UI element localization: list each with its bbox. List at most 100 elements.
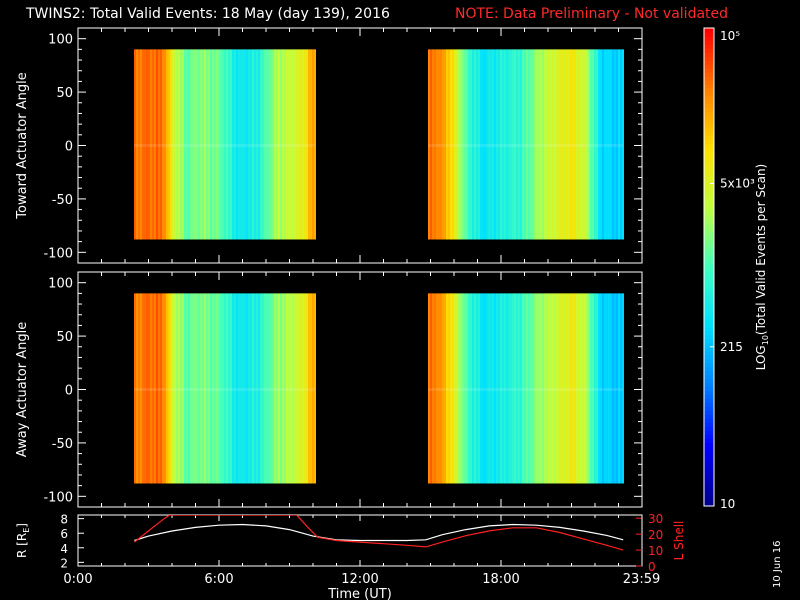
colorbar-cell xyxy=(704,263,714,268)
toward-heatmap-cell xyxy=(564,49,566,240)
colorbar-cell xyxy=(704,247,714,252)
colorbar-cell xyxy=(704,195,714,200)
away-heatmap-cell xyxy=(180,293,182,484)
toward-heatmap-cell xyxy=(506,49,508,240)
colorbar-cell xyxy=(704,251,714,256)
away-ylabel: Away Actuator Angle xyxy=(15,322,30,457)
toward-data-block-1 xyxy=(134,49,316,240)
toward-heatmap-cell xyxy=(164,49,166,240)
colorbar-cell xyxy=(704,43,714,49)
toward-heatmap-cell xyxy=(464,49,466,240)
toward-heatmap-cell xyxy=(248,49,250,240)
away-heatmap-cell xyxy=(574,293,576,484)
toward-heatmap-cell xyxy=(312,49,314,240)
toward-heatmap-cell xyxy=(306,49,308,240)
away-heatmap-cell xyxy=(514,293,516,484)
colorbar-cell xyxy=(704,334,714,340)
colorbar-label: LOG10(Total Valid Events per Scan) xyxy=(754,164,770,371)
toward-heatmap-cell xyxy=(474,49,476,240)
toward-heatmap-cell xyxy=(470,49,472,240)
toward-heatmap-cell xyxy=(180,49,182,240)
away-heatmap-cell xyxy=(522,293,524,484)
toward-heatmap-cell xyxy=(286,49,288,240)
away-heatmap-cell xyxy=(546,293,548,484)
colorbar-cell xyxy=(704,35,714,41)
toward-heatmap-cell xyxy=(140,49,142,240)
away-heatmap-cell xyxy=(454,293,456,484)
away-heatmap-cell xyxy=(250,293,252,484)
toward-heatmap-cell xyxy=(244,49,246,240)
away-heatmap-cell xyxy=(198,293,200,484)
toward-heatmap-cell xyxy=(546,49,548,240)
toward-heatmap-cell xyxy=(202,49,204,240)
away-heatmap-cell xyxy=(164,293,166,484)
away-heatmap-cell xyxy=(158,293,160,484)
colorbar-cell xyxy=(704,99,714,105)
toward-heatmap-cell xyxy=(622,49,624,240)
colorbar-cell xyxy=(704,39,714,45)
toward-heatmap-cell xyxy=(540,49,542,240)
away-heatmap-cell xyxy=(140,293,142,484)
away-heatmap-cell xyxy=(304,293,306,484)
away-heatmap-cell xyxy=(150,293,152,484)
toward-heatmap-cell xyxy=(252,49,254,240)
away-ytick-label: 50 xyxy=(56,330,73,345)
colorbar-cell xyxy=(704,131,714,137)
away-heatmap-cell xyxy=(202,293,204,484)
toward-heatmap-cell xyxy=(612,49,614,240)
toward-heatmap-cell xyxy=(220,49,222,240)
toward-heatmap-cell xyxy=(444,49,446,240)
toward-heatmap-cell xyxy=(614,49,616,240)
toward-heatmap-cell xyxy=(274,49,276,240)
toward-heatmap-cell xyxy=(570,49,572,240)
away-heatmap-cell xyxy=(548,293,550,484)
away-heatmap-cell xyxy=(310,293,312,484)
toward-heatmap-cell xyxy=(174,49,176,240)
colorbar-cell xyxy=(704,370,714,376)
away-heatmap-cell xyxy=(484,293,486,484)
away-heatmap-cell xyxy=(210,293,212,484)
toward-heatmap-cell xyxy=(218,49,220,240)
r-ylabel: R [RE] xyxy=(15,523,31,558)
toward-heatmap-cell xyxy=(552,49,554,240)
colorbar-cell xyxy=(704,139,714,145)
colorbar-cell xyxy=(704,231,714,236)
toward-heatmap-cell xyxy=(616,49,618,240)
away-heatmap-cell xyxy=(246,293,248,484)
toward-heatmap-cell xyxy=(610,49,612,240)
colorbar-cell xyxy=(704,151,714,157)
away-ytick-label: -50 xyxy=(52,437,73,452)
away-heatmap-cell xyxy=(294,293,296,484)
l-shell-ytick-label: 20 xyxy=(648,528,663,542)
colorbar-cell xyxy=(704,223,714,228)
toward-heatmap-cell xyxy=(548,49,550,240)
colorbar-cell xyxy=(704,267,714,272)
toward-zero-band xyxy=(134,144,315,147)
away-heatmap-cell xyxy=(182,293,184,484)
away-heatmap-cell xyxy=(594,293,596,484)
toward-heatmap-cell xyxy=(170,49,172,240)
toward-heatmap-cell xyxy=(528,49,530,240)
toward-heatmap-cell xyxy=(270,49,272,240)
toward-heatmap-cell xyxy=(502,49,504,240)
toward-heatmap-cell xyxy=(524,49,526,240)
colorbar-cell xyxy=(704,107,714,113)
away-heatmap-cell xyxy=(212,293,214,484)
away-heatmap-cell xyxy=(194,293,196,484)
toward-heatmap-cell xyxy=(620,49,622,240)
colorbar-cell xyxy=(704,374,714,380)
colorbar-cell xyxy=(704,211,714,216)
toward-heatmap-cell xyxy=(532,49,534,240)
toward-heatmap-cell xyxy=(280,49,282,240)
toward-heatmap-cell xyxy=(596,49,598,240)
colorbar-cell xyxy=(704,255,714,260)
away-heatmap-cell xyxy=(538,293,540,484)
away-heatmap-cell xyxy=(610,293,612,484)
toward-heatmap-cell xyxy=(310,49,312,240)
away-heatmap-cell xyxy=(206,293,208,484)
toward-heatmap-cell xyxy=(478,49,480,240)
toward-heatmap-cell xyxy=(212,49,214,240)
toward-heatmap-cell xyxy=(590,49,592,240)
toward-heatmap-cell xyxy=(482,49,484,240)
